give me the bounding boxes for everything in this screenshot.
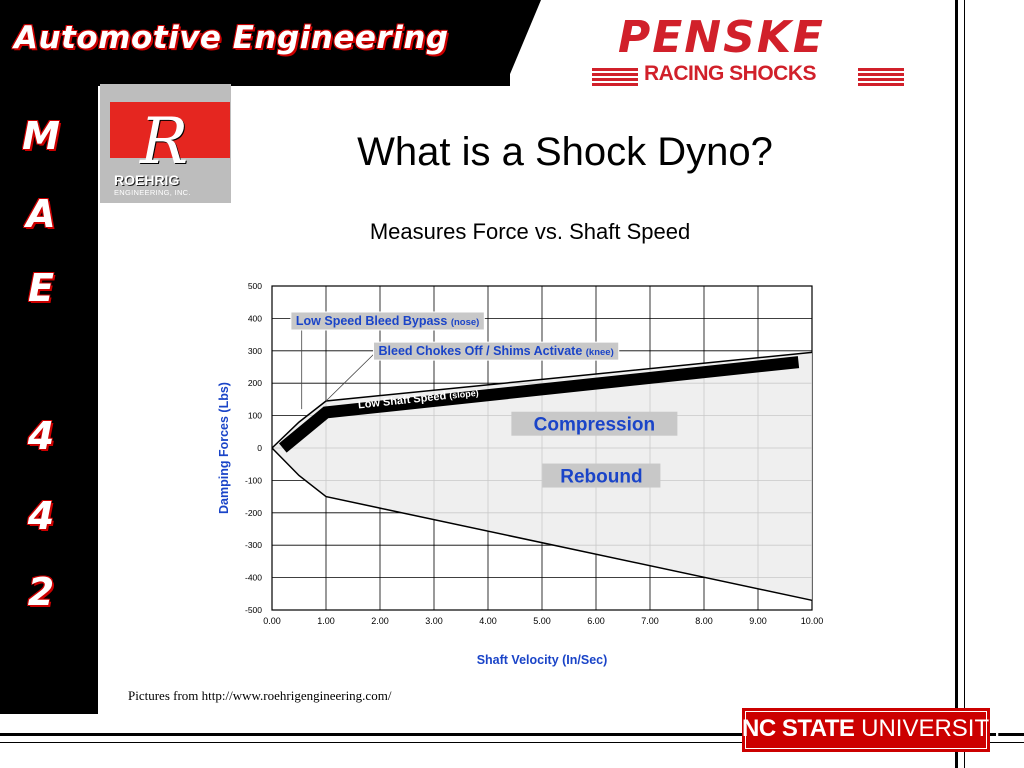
roehrig-logo-mark: R (140, 105, 189, 179)
chart-x-tick-label: 1.00 (317, 616, 335, 626)
chart-series-compression (271, 351, 813, 449)
bottom-rule-thin (0, 742, 1024, 743)
penske-logo-stripes-left (592, 68, 638, 86)
chart-label-leaders (301, 325, 375, 410)
chart-x-tick-label: 4.00 (479, 616, 497, 626)
chart-annotation-suffix: (nose) (451, 317, 480, 328)
chart-x-axis-label: Shaft Velocity (In/Sec) (477, 653, 608, 667)
chart-x-tick-label: 6.00 (587, 616, 605, 626)
ncsu-logo-border (745, 711, 987, 749)
chart-y-tick-label: 100 (248, 411, 262, 421)
chart-annotation-main: Bleed Chokes Off / Shims Activate (379, 344, 586, 358)
roehrig-logo-red-panel: R (110, 102, 230, 174)
chart-series-label: Compression (534, 415, 655, 436)
chart-annotation-main: Low Speed Bleed Bypass (296, 314, 451, 328)
chart-annotation-suffix: (slope) (449, 388, 479, 401)
header-slant (505, 0, 541, 86)
chart-annotation-text: Bleed Chokes Off / Shims Activate (knee) (379, 344, 614, 358)
ncsu-logo: NC STATE UNIVERSITY (742, 708, 1005, 752)
roehrig-logo-name: ROEHRIG (114, 172, 180, 188)
chart-ticks: 0.00 1.00 2.00 3.00 4.00 5.00 6.00 7.00 8.00 9.00… (245, 281, 823, 626)
right-rule (955, 0, 958, 768)
chart-series (271, 351, 813, 602)
header-title: Automotive Engineering (14, 20, 449, 56)
ncsu-logo-bold: NC STATE (742, 715, 855, 742)
chart-annotation: Low Speed Bleed Bypass (nose) (290, 311, 485, 331)
chart-y-tick-label: -100 (245, 475, 262, 485)
chart-labels: Low Speed Bleed Bypass (nose) Bleed Choke… (290, 311, 678, 488)
sidebar-letter: 2 (27, 570, 55, 614)
chart-annotation-text: Low Speed Bleed Bypass (nose) (296, 314, 479, 328)
shock-dyno-chart: Low Speed Bleed Bypass (nose) Bleed Choke… (217, 281, 823, 667)
chart-series-rebound (271, 447, 813, 602)
sidebar-letter: 4 (27, 494, 55, 538)
penske-logo: PENSKE RACING SHOCKS (592, 12, 904, 88)
source-caption: Pictures from http://www.roehrigengineer… (128, 688, 392, 703)
chart-y-tick-label: 300 (248, 346, 262, 356)
penske-logo-name: PENSKE (618, 12, 825, 63)
ncsu-logo-regular: UNIVERSITY (854, 715, 1006, 742)
sidebar-letter: 4 (27, 414, 55, 458)
sidebar-letter: M (22, 114, 60, 158)
chart-y-tick-label: -300 (245, 540, 262, 550)
chart-series-label-box (542, 463, 661, 488)
left-sidebar (0, 0, 98, 714)
penske-logo-subtitle: RACING SHOCKS (644, 62, 817, 85)
penske-logo-stripes-right (858, 68, 904, 86)
sidebar-letter: E (28, 266, 54, 310)
slide-title: What is a Shock Dyno? (357, 130, 773, 174)
chart-annotation: Bleed Chokes Off / Shims Activate (knee) (373, 341, 620, 361)
chart-y-tick-label: -400 (245, 573, 262, 583)
slide-subtitle: Measures Force vs. Shaft Speed (369, 219, 691, 244)
chart-y-tick-label: -500 (245, 605, 262, 615)
chart-x-tick-label: 7.00 (641, 616, 659, 626)
roehrig-logo: R ROEHRIG ENGINEERING, INC. (100, 84, 231, 203)
chart-series-label: Rebound (560, 467, 642, 488)
chart-annotation-suffix: (knee) (586, 347, 614, 358)
chart-x-tick-label: 2.00 (371, 616, 389, 626)
chart-annotation-box (373, 341, 620, 361)
chart-x-tick-label: 8.00 (695, 616, 713, 626)
chart-x-tick-label: 5.00 (533, 616, 551, 626)
chart-y-tick-label: 400 (248, 313, 262, 323)
bottom-rule (0, 733, 1024, 736)
ncsu-logo-text: NC STATE UNIVERSITY (742, 715, 1005, 743)
right-rule-thin (964, 0, 965, 768)
chart-x-tick-label: 10.00 (801, 616, 824, 626)
chart-y-tick-label: 0 (257, 443, 262, 453)
sidebar-letter: A (26, 192, 56, 236)
chart-y-axis-label: Damping Forces (Lbs) (217, 382, 231, 514)
chart-series-band (278, 356, 800, 453)
chart-leader-knee (325, 353, 375, 402)
chart-y-tick-label: 200 (248, 378, 262, 388)
chart-x-tick-label: 0.00 (263, 616, 281, 626)
chart-y-tick-label: -200 (245, 508, 262, 518)
chart-y-tick-label: 500 (248, 281, 262, 291)
header-bar (0, 0, 510, 86)
chart-annotation-box (290, 311, 485, 331)
roehrig-logo-subtitle: ENGINEERING, INC. (114, 188, 191, 197)
chart-series-label-box (511, 411, 678, 436)
chart-x-tick-label: 3.00 (425, 616, 443, 626)
chart-x-tick-label: 9.00 (749, 616, 767, 626)
